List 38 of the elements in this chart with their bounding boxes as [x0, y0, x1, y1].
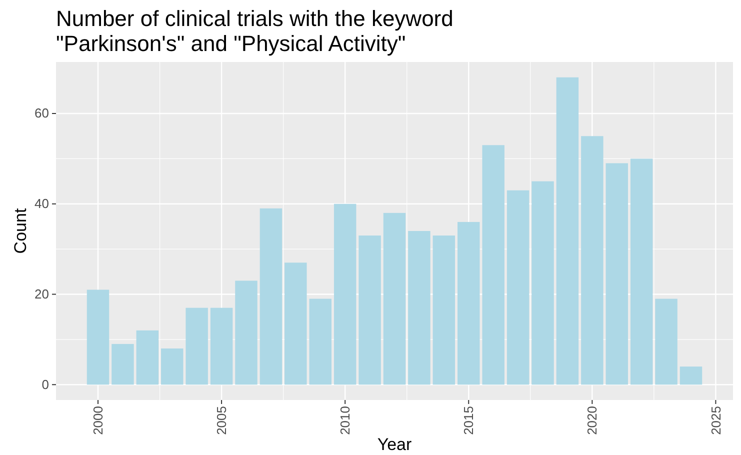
x-tick-label: 2020: [584, 406, 600, 435]
bar: [482, 145, 504, 385]
bar: [309, 298, 332, 385]
y-tick-label: 60: [34, 106, 49, 121]
x-tick-label: 2000: [90, 406, 106, 435]
bar: [532, 181, 554, 385]
y-tick-label: 40: [34, 196, 49, 212]
bar: [86, 290, 110, 385]
bar: [581, 136, 604, 385]
bar: [458, 222, 480, 385]
bar: [136, 330, 159, 385]
bar: [506, 190, 530, 385]
x-tick-label: 2025: [708, 406, 724, 435]
bar: [432, 236, 456, 385]
bar: [235, 280, 258, 385]
bar: [680, 366, 702, 385]
bar: [260, 208, 282, 385]
y-axis-title: Count: [11, 208, 30, 254]
bar: [630, 158, 653, 385]
chart-title: Number of clinical trials with the keyword "Parkinson's" and "Physical Activity": [56, 6, 454, 56]
bar: [556, 77, 579, 385]
bar: [284, 262, 307, 385]
bar: [383, 212, 406, 385]
bar: [112, 344, 134, 385]
bar: [655, 298, 678, 385]
bar: [606, 163, 628, 385]
x-tick-label: 2010: [338, 406, 353, 435]
bar: [210, 308, 233, 385]
bar: [408, 231, 430, 385]
x-axis-title: Year: [377, 435, 412, 454]
bar: [161, 348, 184, 385]
bar: [358, 236, 381, 385]
x-tick-label: 2015: [461, 406, 476, 435]
bar: [334, 204, 356, 385]
bar: [186, 308, 208, 385]
y-tick-label: 0: [42, 376, 49, 392]
x-tick-label: 2005: [214, 406, 230, 435]
y-tick-label: 20: [34, 286, 49, 302]
